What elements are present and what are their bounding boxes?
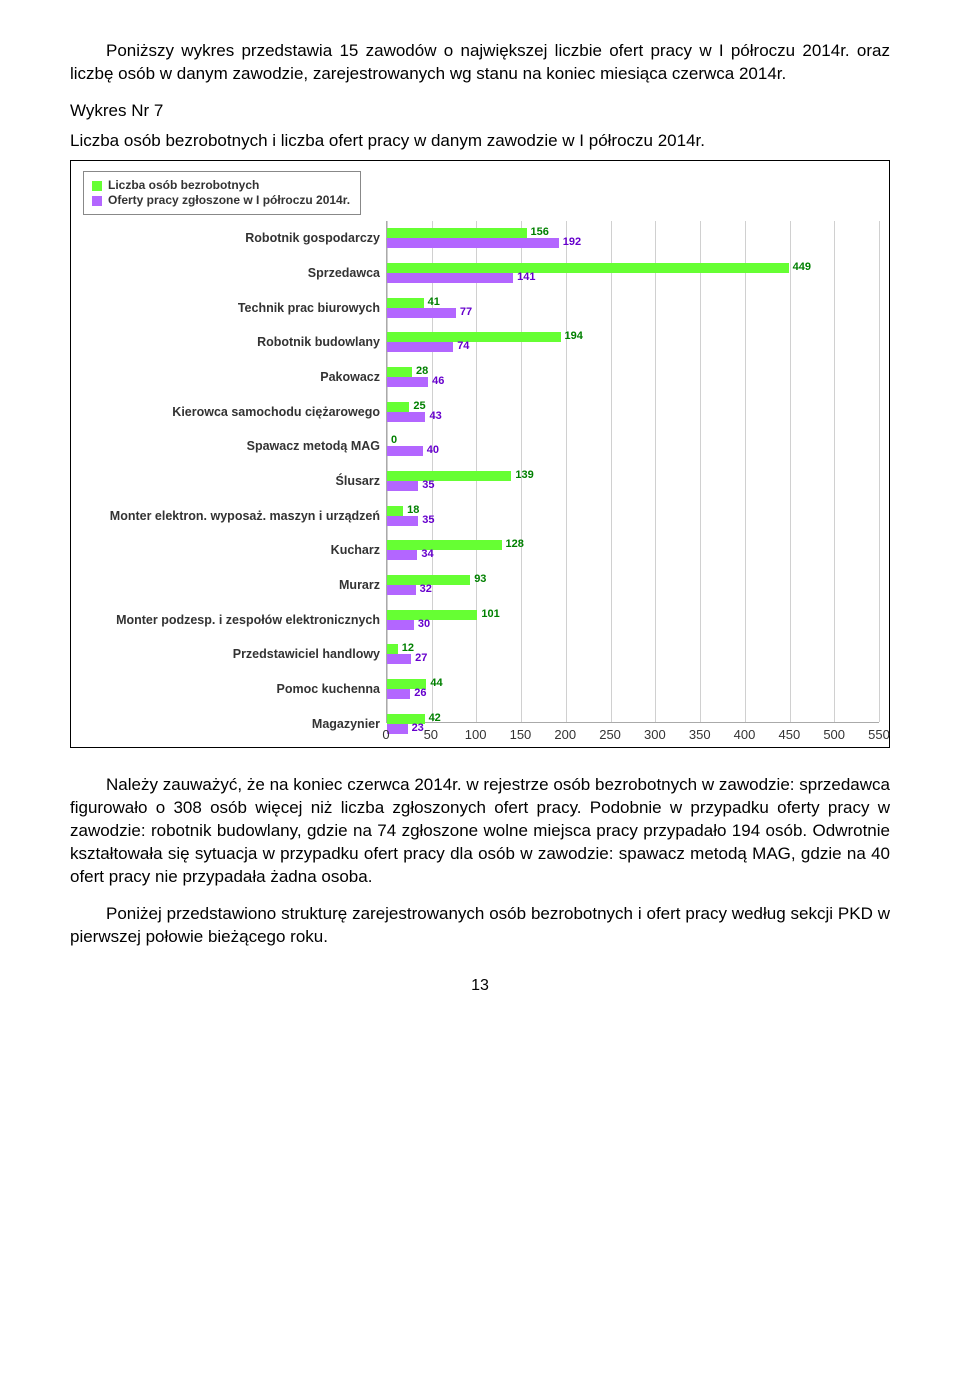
xtick-label: 500 <box>823 727 845 742</box>
legend-swatch-1 <box>92 181 102 191</box>
xtick-label: 550 <box>868 727 890 742</box>
category-label: Robotnik budowlany <box>81 325 380 360</box>
bar-series1: 156 <box>387 228 527 238</box>
bar-series2: 30 <box>387 620 414 630</box>
xtick-label: 100 <box>465 727 487 742</box>
category-label: Robotnik gospodarczy <box>81 221 380 256</box>
bar-series2: 35 <box>387 516 418 526</box>
legend-label-1: Liczba osób bezrobotnych <box>108 178 259 193</box>
xtick-label: 350 <box>689 727 711 742</box>
category-label: Kierowca samochodu ciężarowego <box>81 394 380 429</box>
bar-series1: 28 <box>387 367 412 377</box>
legend: Liczba osób bezrobotnych Oferty pracy zg… <box>83 171 361 215</box>
outro-paragraph-2: Poniżej przedstawiono strukturę zarejest… <box>70 903 890 949</box>
bar-series2: 43 <box>387 412 425 422</box>
category-label: Kucharz <box>81 533 380 568</box>
bar-series1: 194 <box>387 332 561 342</box>
bar-series2: 141 <box>387 273 513 283</box>
category-label: Monter podzesp. i zespołów elektroniczny… <box>81 602 380 637</box>
bar-series1: 449 <box>387 263 789 273</box>
category-label: Sprzedawca <box>81 256 380 291</box>
xtick-label: 450 <box>779 727 801 742</box>
legend-label-2: Oferty pracy zgłoszone w I półroczu 2014… <box>108 193 350 208</box>
chart-caption-2: Liczba osób bezrobotnych i liczba ofert … <box>70 130 890 152</box>
category-label: Technik prac biurowych <box>81 290 380 325</box>
xtick-label: 150 <box>510 727 532 742</box>
bar-series2: 46 <box>387 377 428 387</box>
category-label: Pomoc kuchenna <box>81 672 380 707</box>
bar-series1: 101 <box>387 610 477 620</box>
bar-series2: 35 <box>387 481 418 491</box>
xtick-label: 400 <box>734 727 756 742</box>
category-axis: Robotnik gospodarczySprzedawcaTechnik pr… <box>81 221 386 741</box>
bar-series2: 192 <box>387 238 559 248</box>
xtick-label: 250 <box>599 727 621 742</box>
chart-caption-1: Wykres Nr 7 <box>70 100 890 122</box>
bar-series2: 26 <box>387 689 410 699</box>
bar-series1: 139 <box>387 471 511 481</box>
xtick-label: 0 <box>382 727 389 742</box>
xtick-label: 200 <box>554 727 576 742</box>
category-label: Monter elektron. wyposaż. maszyn i urząd… <box>81 498 380 533</box>
bar-series2: 77 <box>387 308 456 318</box>
category-label: Ślusarz <box>81 464 380 499</box>
bar-series2: 74 <box>387 342 453 352</box>
plot-area: 1561924491414177194742846254304013935183… <box>386 221 879 723</box>
bar-series1: 18 <box>387 506 403 516</box>
value-axis: 050100150200250300350400450500550 <box>386 723 879 741</box>
category-label: Magazynier <box>81 706 380 741</box>
page-number: 13 <box>70 977 890 995</box>
bar-series1: 41 <box>387 298 424 308</box>
bar-series1: 128 <box>387 540 502 550</box>
legend-swatch-2 <box>92 196 102 206</box>
category-label: Spawacz metodą MAG <box>81 429 380 464</box>
bar-series1: 12 <box>387 644 398 654</box>
xtick-label: 50 <box>424 727 438 742</box>
bar-series2: 32 <box>387 585 416 595</box>
bar-series2: 40 <box>387 446 423 456</box>
xtick-label: 300 <box>644 727 666 742</box>
bar-series1: 25 <box>387 402 409 412</box>
intro-paragraph: Poniższy wykres przedstawia 15 zawodów o… <box>70 40 890 86</box>
bar-series2: 27 <box>387 654 411 664</box>
chart-container: Liczba osób bezrobotnych Oferty pracy zg… <box>70 160 890 748</box>
category-label: Pakowacz <box>81 360 380 395</box>
bar-series2: 34 <box>387 550 417 560</box>
outro-paragraph-1: Należy zauważyć, że na koniec czerwca 20… <box>70 774 890 889</box>
category-label: Murarz <box>81 568 380 603</box>
category-label: Przedstawiciel handlowy <box>81 637 380 672</box>
